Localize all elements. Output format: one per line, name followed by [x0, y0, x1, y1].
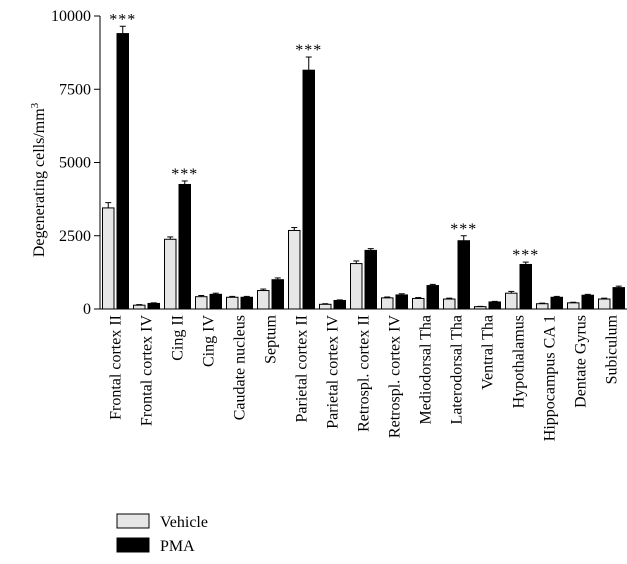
y-axis-title-superscript: 3	[29, 102, 41, 108]
significance-stars: ***	[109, 11, 136, 28]
legend-label-vehicle: Vehicle	[160, 514, 208, 531]
legend-label-pma: PMA	[160, 538, 195, 555]
significance-stars: ***	[450, 221, 477, 238]
y-axis: 0 2500 5000 7500 10000	[51, 8, 101, 318]
x-category-label: Cing IV	[201, 315, 218, 367]
legend-swatch-pma	[116, 537, 150, 553]
bar-vehicle	[505, 292, 518, 310]
y-tick-label: 10000	[51, 8, 91, 25]
bar-vehicle	[381, 297, 394, 310]
x-category-label: Hypothalamus	[511, 315, 528, 408]
x-category-label: Retrospl. cortex II	[356, 315, 373, 432]
bar-pma	[240, 296, 253, 310]
significance-annotations: *** *** *** *** ***	[109, 11, 539, 264]
x-category-label: Dentate Gyrus	[573, 315, 590, 408]
y-axis-title: Degenerating cells/mm3	[29, 102, 48, 257]
bar-pma	[612, 287, 625, 310]
legend: Vehicle PMA	[116, 513, 208, 555]
x-category-label: Subiculum	[604, 314, 621, 384]
x-category-label: Mediodorsal Tha	[418, 315, 435, 424]
bar-pma	[488, 301, 501, 310]
x-category-label: Frontal cortex II	[108, 315, 125, 420]
x-category-label: Septum	[263, 314, 280, 363]
bar-pma	[581, 294, 594, 310]
bar-pma	[364, 249, 377, 310]
bar-pma	[147, 302, 160, 310]
bar-pma	[116, 33, 129, 310]
x-category-label: Parietal cortex IV	[325, 315, 342, 429]
y-axis-title-text: Degenerating cells/mm	[31, 108, 48, 257]
bar-vehicle	[288, 229, 301, 310]
x-category-label: Cing II	[170, 315, 187, 361]
x-category-label: Frontal cortex IV	[139, 315, 156, 427]
bar-vehicle	[412, 297, 425, 310]
bar-vehicle	[567, 302, 580, 310]
bar-vehicle	[443, 298, 456, 310]
bar-pma	[302, 69, 315, 310]
significance-stars: ***	[512, 247, 539, 264]
x-axis: Frontal cortex II Frontal cortex IV Cing I…	[100, 308, 627, 441]
bar-pma	[395, 294, 408, 310]
x-category-label: Laterodorsal Tha	[449, 315, 466, 424]
bar-pma	[271, 279, 284, 310]
bar-pma	[550, 296, 563, 310]
bar-vehicle	[102, 207, 115, 310]
bar-vehicle	[257, 290, 270, 310]
bar-pma	[178, 183, 191, 310]
bar-pma	[519, 263, 532, 310]
y-tick-label: 0	[83, 301, 91, 318]
bar-pma	[333, 300, 346, 310]
y-tick-label: 7500	[59, 81, 91, 98]
y-tick-label: 5000	[59, 155, 91, 172]
y-tick-label: 2500	[59, 228, 91, 245]
x-category-label: Caudate nucleus	[232, 315, 249, 420]
bar-vehicle	[536, 303, 549, 310]
bar-vehicle	[226, 296, 239, 310]
bar-vehicle	[133, 304, 146, 310]
bar-pma	[426, 285, 439, 310]
x-category-label: Ventral Tha	[480, 315, 497, 390]
significance-stars: ***	[171, 166, 198, 183]
x-category-label: Parietal cortex II	[294, 315, 311, 423]
x-category-label: Hippocampus CA 1	[542, 315, 559, 441]
significance-stars: ***	[295, 42, 322, 59]
bar-vehicle	[195, 296, 208, 310]
x-category-label: Retrospl. cortex IV	[387, 315, 404, 439]
bar-vehicle	[350, 263, 363, 310]
legend-swatch-vehicle	[116, 513, 150, 529]
bar-vehicle	[164, 238, 177, 310]
bar-vehicle	[319, 303, 332, 310]
bar-pma	[209, 293, 222, 310]
bar-vehicle	[598, 298, 611, 310]
bar-pma	[457, 240, 470, 310]
